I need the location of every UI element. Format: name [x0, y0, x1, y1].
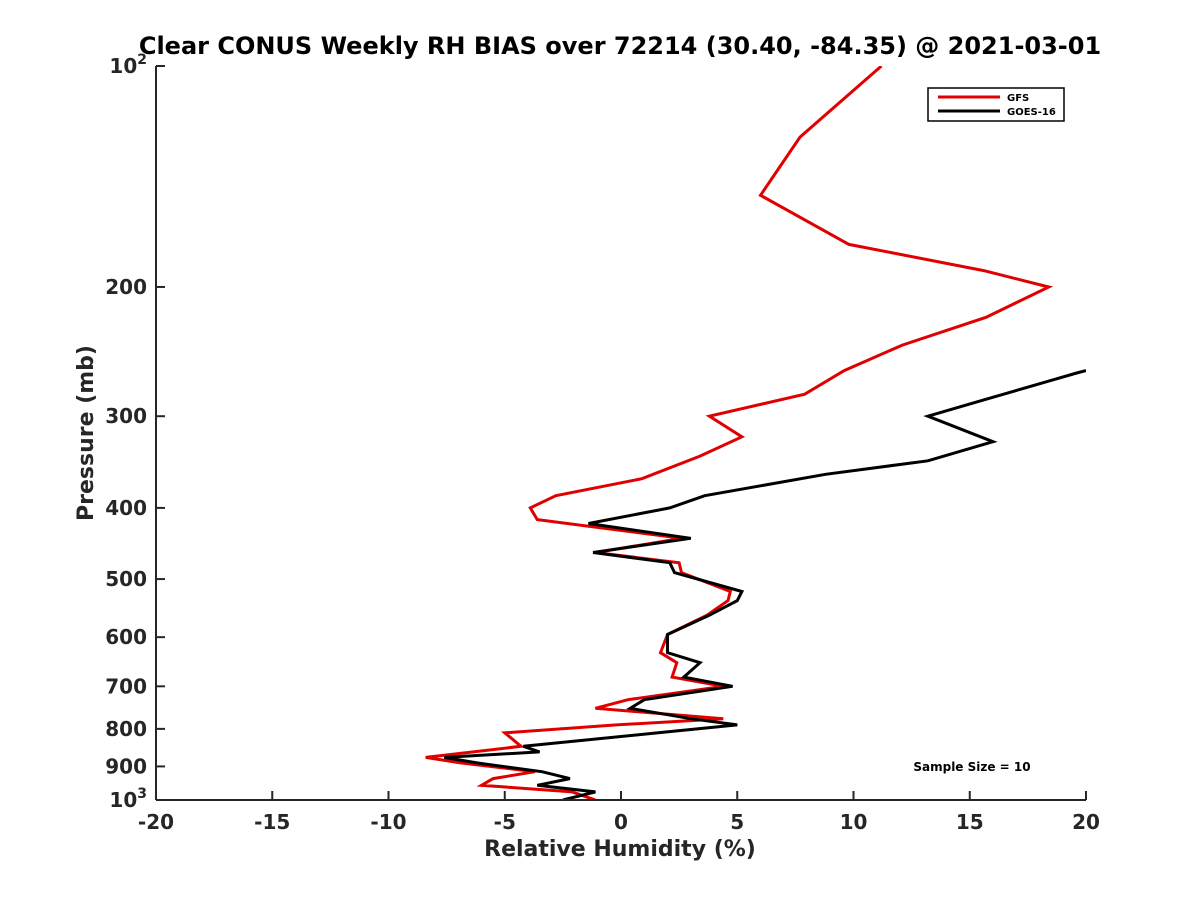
y-tick-label: 300: [105, 404, 147, 428]
x-tick-label: 5: [730, 810, 744, 834]
y-tick-label: 800: [105, 717, 147, 741]
x-axis-label: Relative Humidity (%): [484, 837, 756, 862]
x-tick-label: 20: [1072, 810, 1100, 834]
y-tick-label: 200: [105, 275, 147, 299]
x-tick-label: 10: [840, 810, 868, 834]
x-tick-label: 0: [614, 810, 628, 834]
plot-area: [156, 66, 1086, 800]
plot-background: [156, 66, 1086, 800]
y-tick-label: 103: [109, 786, 147, 812]
rh-bias-chart: Clear CONUS Weekly RH BIAS over 72214 (3…: [0, 0, 1200, 900]
y-tick-label: 600: [105, 625, 147, 649]
legend-label: GFS: [1007, 93, 1029, 104]
y-tick-label: 400: [105, 496, 147, 520]
x-tick-label: -15: [254, 810, 290, 834]
y-tick-label: 700: [105, 674, 147, 698]
y-axis-label: Pressure (mb): [74, 345, 99, 521]
y-tick-label: 500: [105, 567, 147, 591]
chart-title: Clear CONUS Weekly RH BIAS over 72214 (3…: [139, 32, 1101, 60]
x-tick-label: -20: [138, 810, 174, 834]
legend-label: GOES-16: [1007, 107, 1056, 118]
y-tick-label: 900: [105, 754, 147, 778]
x-tick-label: -10: [370, 810, 406, 834]
x-tick-label: -5: [494, 810, 516, 834]
legend: GFS GOES-16: [928, 88, 1064, 121]
x-tick-label: 15: [956, 810, 984, 834]
y-tick-label: 102: [109, 52, 147, 78]
sample-size-annotation: Sample Size = 10: [913, 760, 1030, 774]
